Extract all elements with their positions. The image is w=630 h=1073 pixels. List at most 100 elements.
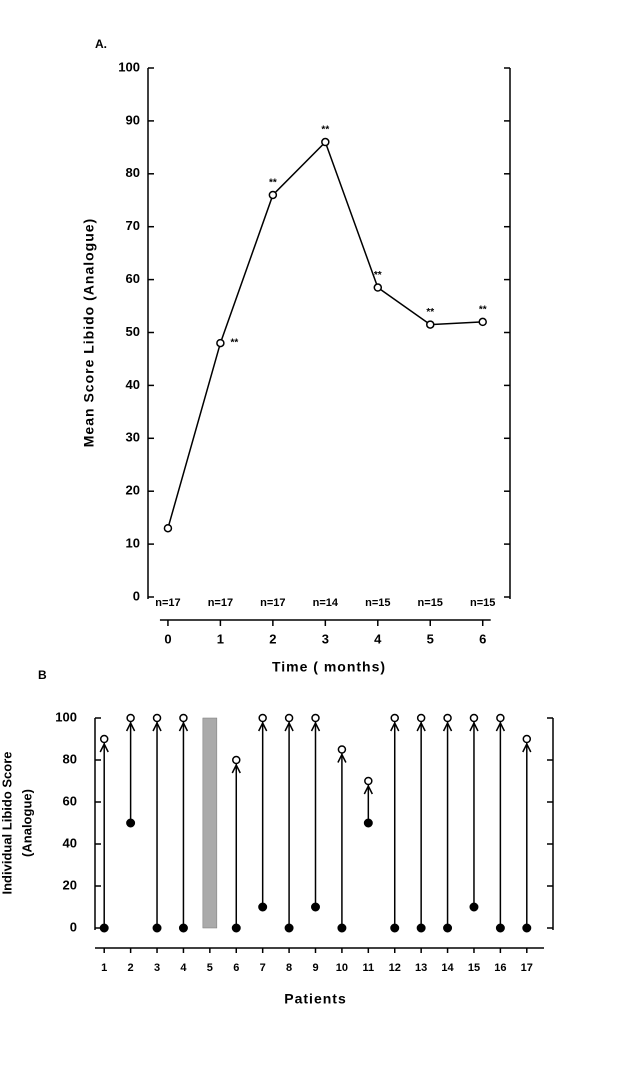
start-point [363, 818, 373, 828]
arrow-head [390, 721, 400, 732]
x-tick-label: 3 [322, 631, 329, 646]
y-axis-label: (Analogue) [19, 789, 34, 857]
x-tick-label: 5 [427, 631, 434, 646]
end-point [311, 713, 320, 723]
arrow-head [337, 752, 347, 763]
end-point [522, 734, 532, 744]
x-tick-label: 16 [494, 962, 506, 974]
x-tick-label: 11 [363, 962, 375, 974]
arrow-head [125, 721, 136, 732]
arrow-head [178, 721, 189, 732]
data-point [268, 190, 278, 200]
start-point [152, 923, 162, 933]
n-label: n=15 [418, 597, 443, 609]
arrow-head [99, 742, 109, 753]
y-tick-label: 90 [126, 112, 140, 127]
data-point [426, 320, 435, 329]
x-tick-label: 9 [312, 962, 318, 974]
arrow-head [231, 763, 241, 774]
end-point [126, 713, 135, 723]
panel-title: B [38, 668, 47, 682]
x-tick-label: 10 [336, 962, 348, 974]
start-point [390, 923, 400, 933]
x-tick-label: 6 [479, 631, 486, 646]
n-label: n=14 [313, 597, 339, 609]
end-point [337, 745, 347, 754]
y-tick-label: 60 [63, 793, 77, 808]
arrow-head [310, 721, 321, 732]
x-tick-label: 7 [260, 962, 266, 974]
significance-label: ** [374, 270, 382, 281]
y-tick-label: 50 [126, 324, 140, 339]
significance-label: ** [479, 305, 487, 316]
y-axis-label: Mean Score Libido (Analogue) [81, 218, 97, 447]
start-point [443, 923, 453, 933]
y-tick-label: 80 [63, 751, 77, 766]
start-point [258, 902, 268, 912]
start-point [284, 923, 294, 933]
start-point [126, 818, 136, 828]
x-axis-label: Patients [284, 991, 346, 1007]
x-tick-label: 5 [207, 962, 213, 974]
x-tick-label: 4 [180, 962, 187, 974]
arrow-head [152, 721, 162, 732]
arrow-head [495, 721, 506, 732]
y-tick-label: 70 [126, 218, 140, 233]
end-point [258, 713, 267, 723]
arrow-head [416, 721, 426, 732]
start-point [495, 923, 505, 933]
arrow-head [258, 721, 268, 732]
y-tick-label: 80 [126, 165, 140, 180]
x-axis-label: Time ( months) [272, 659, 386, 675]
x-tick-label: 14 [441, 962, 454, 974]
y-tick-label: 40 [126, 377, 140, 392]
n-label: n=17 [208, 597, 233, 609]
start-point [469, 902, 479, 912]
y-tick-label: 40 [63, 835, 77, 850]
missing-band [202, 717, 218, 929]
significance-label: ** [269, 178, 277, 189]
end-point [390, 713, 399, 723]
n-label: n=15 [365, 597, 390, 609]
y-tick-label: 20 [126, 483, 140, 498]
end-point [364, 776, 373, 786]
data-point [373, 283, 383, 292]
start-point [337, 923, 347, 933]
start-point [416, 923, 426, 933]
x-tick-label: 1 [101, 962, 107, 974]
significance-label: ** [231, 338, 239, 349]
x-tick-label: 4 [374, 631, 382, 646]
n-label: n=17 [155, 597, 180, 609]
y-tick-label: 60 [126, 271, 140, 286]
significance-label: ** [426, 307, 434, 318]
start-point [231, 923, 241, 933]
y-tick-label: 100 [55, 709, 77, 724]
x-tick-label: 12 [389, 962, 401, 974]
x-tick-label: 0 [164, 631, 171, 646]
end-point [284, 713, 294, 723]
end-point [443, 713, 452, 723]
x-tick-label: 6 [233, 962, 239, 974]
y-axis-label: Individual Libido Score [0, 751, 14, 894]
y-tick-label: 100 [118, 59, 140, 74]
x-tick-label: 15 [468, 962, 480, 974]
y-tick-label: 20 [63, 877, 77, 892]
arrow-head [522, 742, 532, 753]
start-point [311, 902, 320, 912]
x-tick-label: 2 [269, 631, 276, 646]
start-point [178, 923, 188, 933]
y-tick-label: 0 [70, 919, 77, 934]
end-point [496, 713, 505, 723]
y-tick-label: 10 [126, 536, 140, 551]
end-point [469, 713, 479, 723]
x-tick-label: 1 [217, 631, 224, 646]
x-tick-label: 17 [521, 962, 533, 974]
data-line [167, 140, 483, 529]
x-tick-label: 2 [128, 962, 134, 974]
data-point [321, 137, 330, 147]
y-tick-label: 30 [126, 430, 140, 445]
x-tick-label: 13 [415, 962, 427, 974]
panel-title: A. [95, 37, 107, 51]
y-tick-label: 0 [133, 588, 140, 603]
